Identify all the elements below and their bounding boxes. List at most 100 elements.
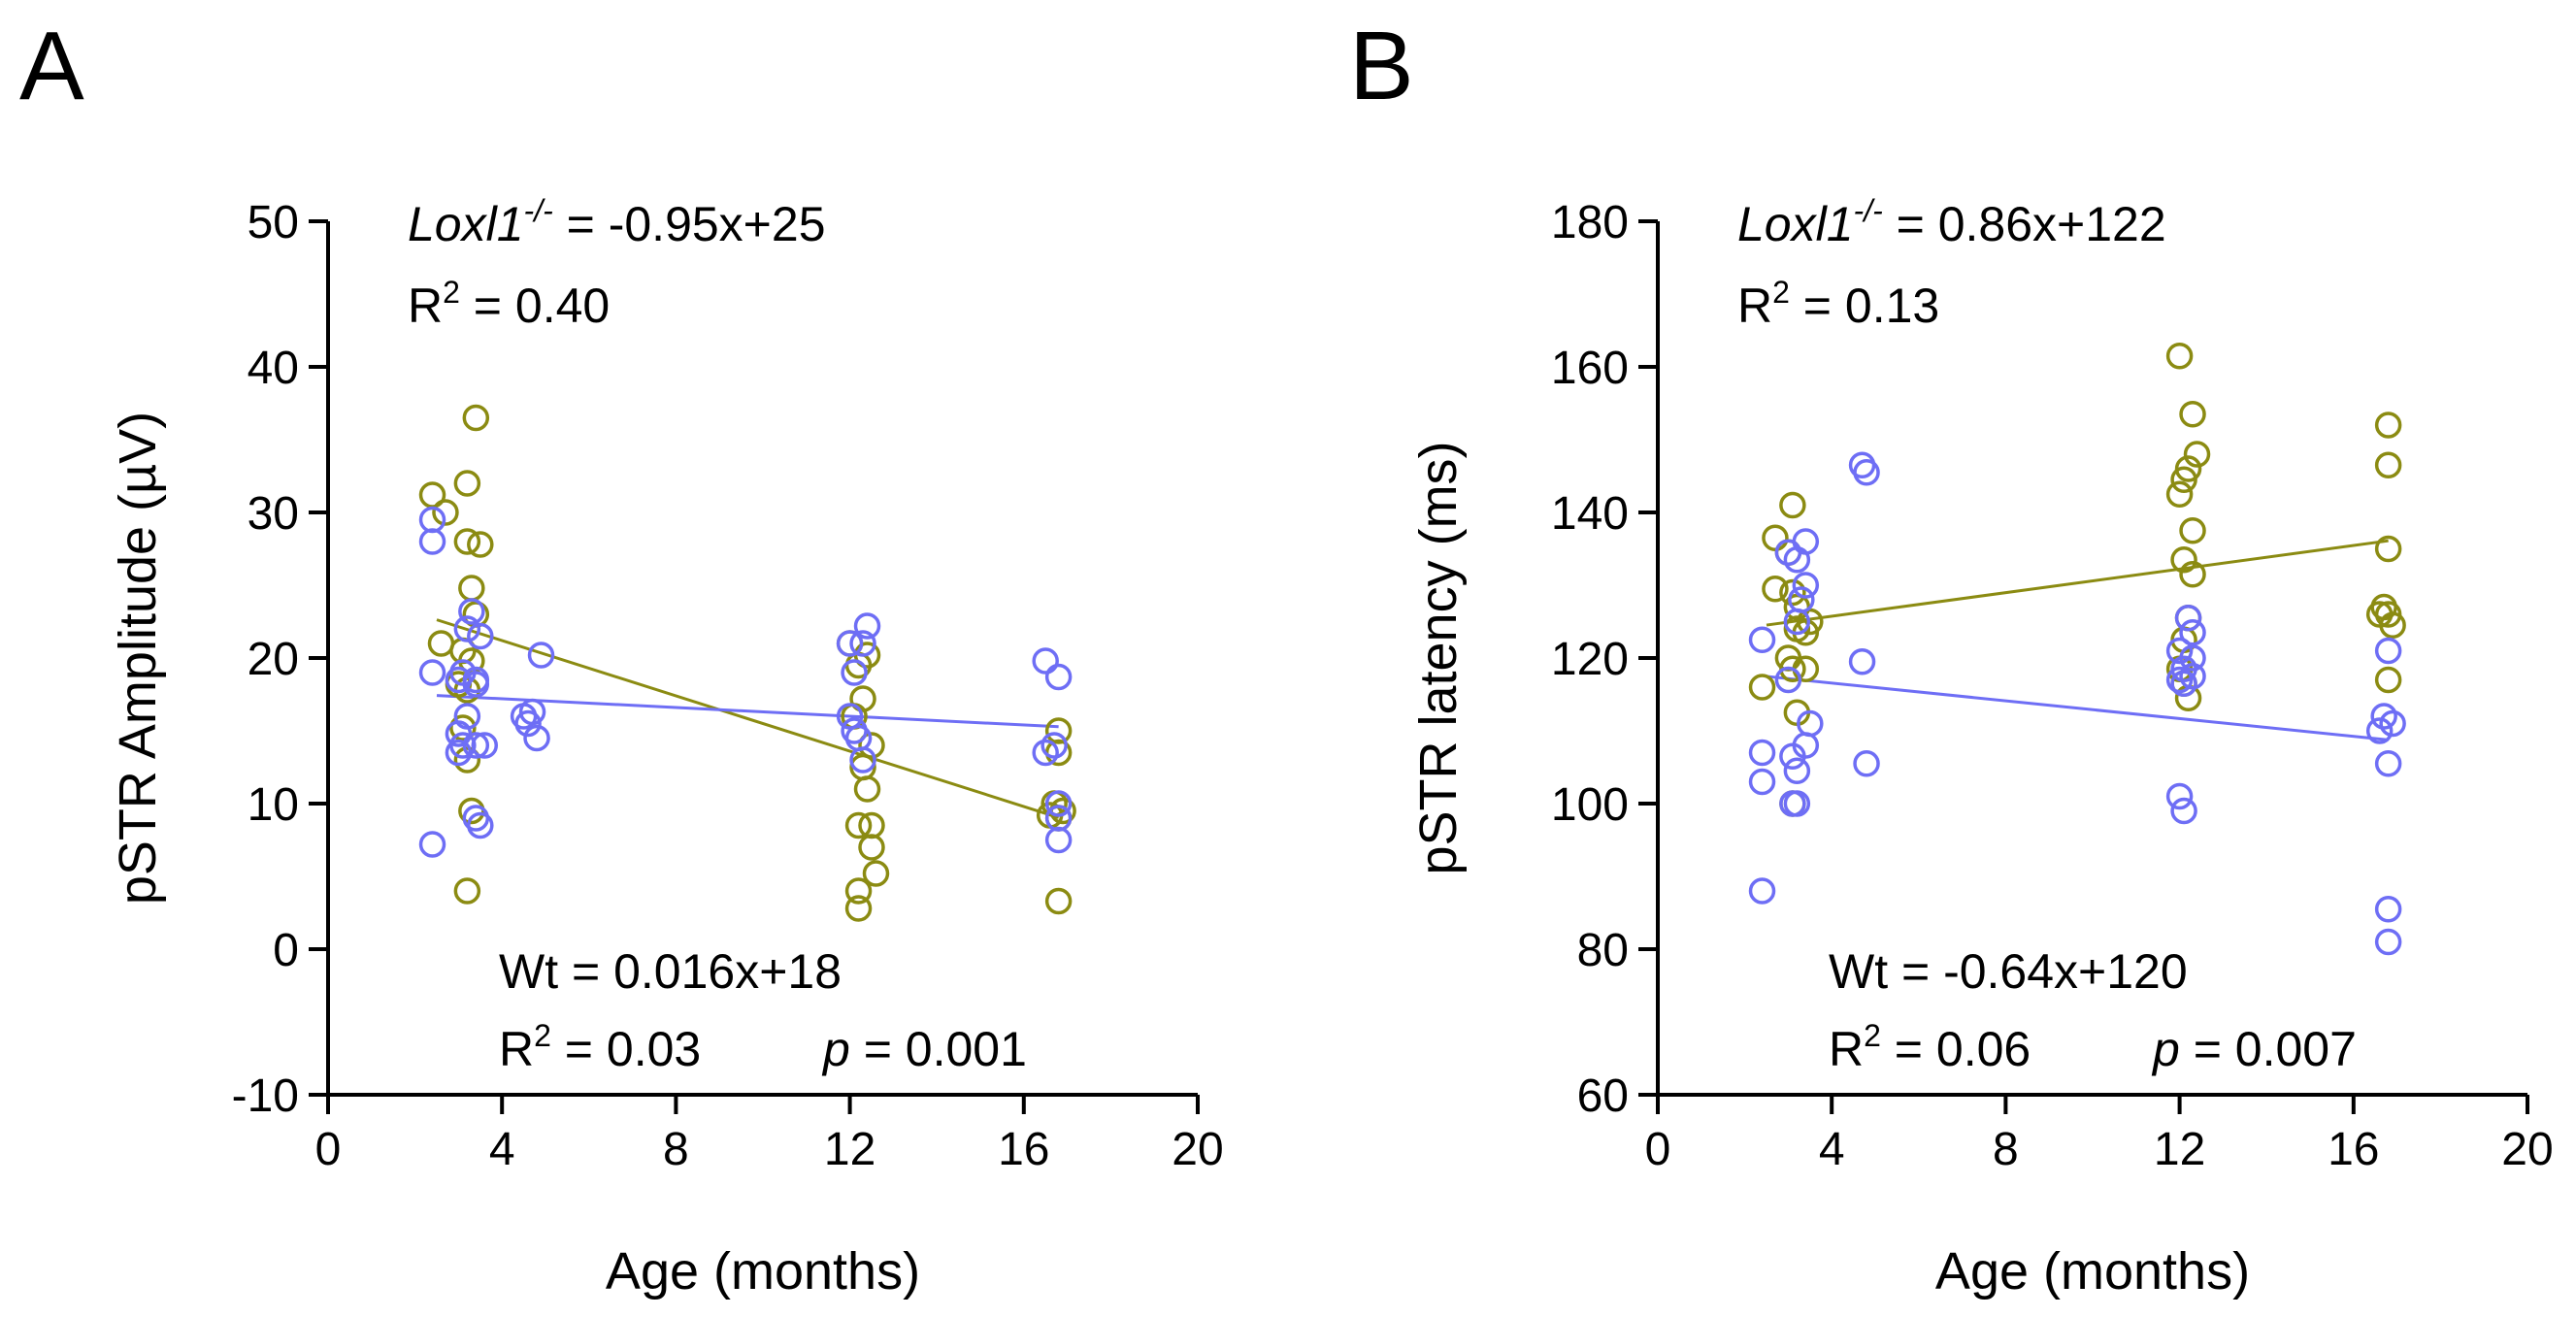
panel-a-y-tick-label: 0 (273, 925, 299, 976)
panel-a-point-wt (445, 666, 473, 694)
panel-b-y-axis-label: pSTR latency (ms) (1409, 441, 1468, 874)
panel-b-x-axis-label: Age (months) (1935, 1242, 2250, 1301)
panel-b-point-wt (1797, 709, 1824, 738)
panel-a-loxl1-r2-value: = 0.40 (460, 279, 610, 333)
panel-b-point-loxl1 (1797, 608, 1824, 636)
panel-b-wt-equation: Wt = -0.64x+120 (1829, 944, 2188, 999)
panel-b-point-loxl1 (2379, 611, 2406, 639)
panel-a-y-tick-label: 30 (248, 488, 299, 540)
panel-label-b: B (1349, 12, 1414, 120)
panel-a-point-wt (418, 831, 446, 858)
panel-b-point-wt (2365, 717, 2394, 744)
panel-a-loxl1-r2-prefix: R (408, 279, 443, 333)
panel-a-point-wt (1040, 732, 1068, 759)
panel-a-point-wt (453, 615, 481, 642)
panel-a-point-loxl1 (1044, 717, 1073, 744)
panel-a-point-loxl1 (458, 575, 485, 602)
panel-b-loxl1-r2-value: = 0.13 (1790, 279, 1939, 333)
panel-a-point-loxl1 (853, 775, 881, 803)
panel-a-point-wt (1032, 647, 1059, 675)
panel-a-point-wt (518, 698, 546, 726)
panel-b-point-loxl1 (2374, 666, 2402, 694)
panel-a-point-wt (514, 709, 542, 738)
panel-b-point-wt (1783, 757, 1811, 784)
panel-b-point-loxl1 (2170, 546, 2197, 574)
panel-b-point-wt (1783, 608, 1811, 636)
panel-a-loxl1-genotype-sup: -/- (524, 193, 553, 228)
panel-a-x-tick-label: 8 (663, 1124, 689, 1175)
panel-a-point-loxl1 (844, 877, 873, 905)
panel-a-p-number: = 0.001 (850, 1022, 1027, 1076)
panel-b-loxl1-r2-prefix: R (1737, 279, 1772, 333)
panel-b-point-wt (1748, 739, 1776, 767)
panel-b-loxl1-fit: = 0.86x+122 (1883, 197, 2166, 251)
panel-a-point-wt (836, 630, 864, 657)
panel-b-y-tick-label: 80 (1577, 925, 1629, 976)
panel-b-loxl1-equation: Loxl1-/- = 0.86x+122 (1737, 193, 2166, 251)
panel-a-loxl1-r2: R2 = 0.40 (408, 275, 610, 333)
panel-a-y-tick-label: -10 (232, 1070, 299, 1122)
panel-b-loxl1-genotype-sup: -/- (1854, 193, 1883, 228)
panel-a-point-wt (523, 724, 550, 752)
panel-a-loxl1-fit: = -0.95x+25 (553, 197, 826, 251)
panel-a-point-wt (462, 666, 490, 694)
panel-a-point-loxl1 (858, 732, 885, 759)
panel-b-point-wt (1748, 877, 1776, 905)
panel-a-x-axis-label: Age (months) (606, 1242, 920, 1301)
panel-a-point-loxl1 (862, 860, 890, 887)
panel-a-point-wt (1044, 790, 1073, 817)
panel-b-y-tick-label: 60 (1577, 1070, 1629, 1122)
panel-a-point-wt (1032, 739, 1059, 767)
panel-a-point-loxl1 (844, 811, 873, 840)
panel-b-point-wt (2170, 797, 2197, 825)
panel-b-p-number: = 0.007 (2180, 1022, 2357, 1076)
panel-b-point-loxl1 (2170, 466, 2197, 493)
panel-b-wt-r2-value: = 0.06 (1881, 1022, 2031, 1076)
panel-a-point-loxl1 (453, 470, 481, 497)
panel-b-wt-r2: R2 = 0.06 (1829, 1018, 2031, 1076)
panel-b: B 60 80 100 120 140 160 180 0 4 8 12 16 20 Age (mont… (1349, 12, 2554, 1301)
panel-a-point-wt (462, 732, 490, 759)
panel-b-p-value: p = 0.007 (2151, 1022, 2357, 1076)
panel-b-point-loxl1 (2165, 343, 2194, 370)
panel-b-point-wt (1853, 459, 1880, 486)
panel-a-point-wt (471, 732, 499, 759)
panel-b-point-wt (2165, 637, 2194, 665)
panel-a-points (418, 404, 1076, 922)
panel-a-p-label: p (821, 1022, 850, 1076)
panel-a-point-wt (527, 642, 555, 669)
panel-b-y-tick-label: 160 (1551, 343, 1629, 394)
panel-b-loxl1-name: Loxl1 (1737, 197, 1854, 251)
panel-b-point-loxl1 (2183, 441, 2211, 468)
panel-label-a: A (19, 12, 84, 120)
panel-b-point-wt (2165, 782, 2194, 810)
panel-b-point-wt (1853, 750, 1880, 777)
panel-a-wt-r2: R2 = 0.03 (499, 1018, 701, 1076)
panel-b-point-loxl1 (2179, 517, 2206, 544)
panel-a-point-wt (1044, 663, 1073, 691)
panel-b-x-tick-label: 12 (2154, 1124, 2205, 1175)
panel-a-point-loxl1 (1044, 887, 1073, 915)
panel-b-point-wt (2374, 750, 2402, 777)
panel-a-ticks: -10 0 10 20 30 40 50 0 4 8 12 16 20 (232, 197, 1224, 1175)
panel-b-point-wt (1792, 528, 1820, 555)
panel-b-point-wt (2379, 709, 2406, 738)
panel-a-point-loxl1 (453, 528, 481, 555)
panel-a-x-tick-label: 16 (998, 1124, 1049, 1175)
panel-a-wt-r2-sup: 2 (534, 1018, 551, 1053)
panel-a-point-wt (418, 659, 446, 686)
panel-a: A -10 0 10 20 30 40 50 0 4 8 12 16 20 Age (months) p… (19, 12, 1224, 1301)
panel-b-x-tick-label: 20 (2501, 1124, 2553, 1175)
panel-a-loxl1-equation: Loxl1-/- = -0.95x+25 (408, 193, 826, 251)
panel-b-point-loxl1 (2374, 535, 2402, 563)
panel-a-fit-lines (436, 618, 1060, 819)
panel-b-x-tick-label: 4 (1819, 1124, 1845, 1175)
panel-b-point-wt (2179, 663, 2206, 690)
panel-a-point-wt (853, 612, 881, 640)
panel-b-point-loxl1 (2179, 401, 2206, 428)
panel-b-point-loxl1 (1779, 578, 1806, 607)
panel-b-point-wt (2174, 605, 2202, 632)
panel-a-point-wt (849, 746, 876, 774)
panel-a-fit-line-loxl1 (436, 618, 1060, 819)
